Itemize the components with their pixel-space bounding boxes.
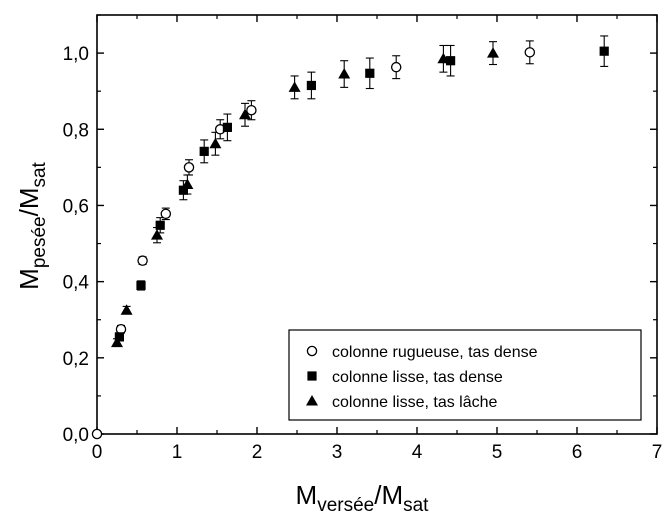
legend-marker-lisse-dense — [307, 371, 317, 381]
x-axis-title: Mversée/Msat — [296, 480, 430, 513]
point-lisse-dense — [199, 146, 209, 156]
point-lisse-lache — [239, 108, 251, 120]
legend: colonne rugueuse, tas dense colonne liss… — [288, 329, 642, 421]
point-rugueuse-dense — [183, 162, 195, 173]
point-lisse-dense — [178, 185, 188, 195]
legend-marker-rugueuse-dense — [306, 345, 318, 357]
x-tick-label: 5 — [492, 442, 503, 463]
point-lisse-lache — [288, 81, 301, 92]
x-axis-ticks: 0 1 2 3 4 5 6 7 — [92, 15, 663, 463]
y-axis-title: Mpesée/Msat — [14, 161, 50, 289]
point-rugueuse-dense — [91, 428, 103, 440]
legend-label-rugueuse-dense: colonne rugueuse, tas dense — [332, 344, 538, 361]
y-tick-label: 0,8 — [63, 120, 89, 141]
point-lisse-lache — [209, 137, 222, 149]
point-lisse-lache — [181, 178, 194, 190]
legend-label-lisse-lache: colonne lisse, tas lâche — [332, 394, 498, 411]
x-tick-label: 3 — [332, 442, 343, 463]
point-lisse-dense — [365, 68, 375, 78]
point-rugueuse-dense — [160, 208, 172, 220]
y-tick-label: 0,6 — [63, 196, 89, 217]
point-lisse-dense — [306, 80, 316, 91]
point-lisse-dense — [599, 46, 609, 56]
point-rugueuse-dense — [246, 104, 257, 116]
legend-marker-lisse-lache — [306, 395, 318, 406]
point-lisse-lache — [151, 229, 163, 240]
y-tick-label: 0,4 — [63, 273, 90, 294]
x-tick-label: 2 — [252, 442, 263, 463]
point-rugueuse-dense — [390, 61, 402, 73]
legend-box — [288, 329, 642, 421]
point-lisse-dense — [155, 220, 165, 230]
point-lisse-lache — [120, 304, 133, 315]
legend-markers — [306, 345, 318, 406]
x-tick-label: 1 — [172, 442, 183, 463]
y-tick-label: 0,2 — [63, 349, 89, 370]
point-lisse-lache — [111, 336, 123, 348]
point-lisse-dense — [222, 122, 232, 132]
point-lisse-lache — [338, 68, 351, 79]
legend-label-lisse-dense: colonne lisse, tas dense — [332, 369, 503, 386]
x-tick-label: 6 — [572, 442, 583, 463]
point-lisse-lache — [437, 52, 450, 64]
point-lisse-dense — [136, 280, 146, 291]
point-rugueuse-dense — [524, 47, 536, 58]
point-lisse-dense — [114, 332, 124, 342]
point-lisse-dense — [446, 56, 456, 66]
data-markers — [91, 46, 609, 440]
y-tick-label: 0,0 — [63, 425, 89, 446]
y-tick-label: 1,0 — [63, 44, 89, 65]
point-rugueuse-dense — [137, 255, 148, 266]
x-tick-label: 7 — [652, 442, 663, 463]
x-tick-label: 0 — [92, 442, 103, 463]
x-tick-label: 4 — [412, 442, 423, 463]
point-lisse-lache — [487, 47, 499, 58]
y-axis-ticks: 0,0 0,2 0,4 0,6 0,8 1,0 — [63, 14, 657, 446]
